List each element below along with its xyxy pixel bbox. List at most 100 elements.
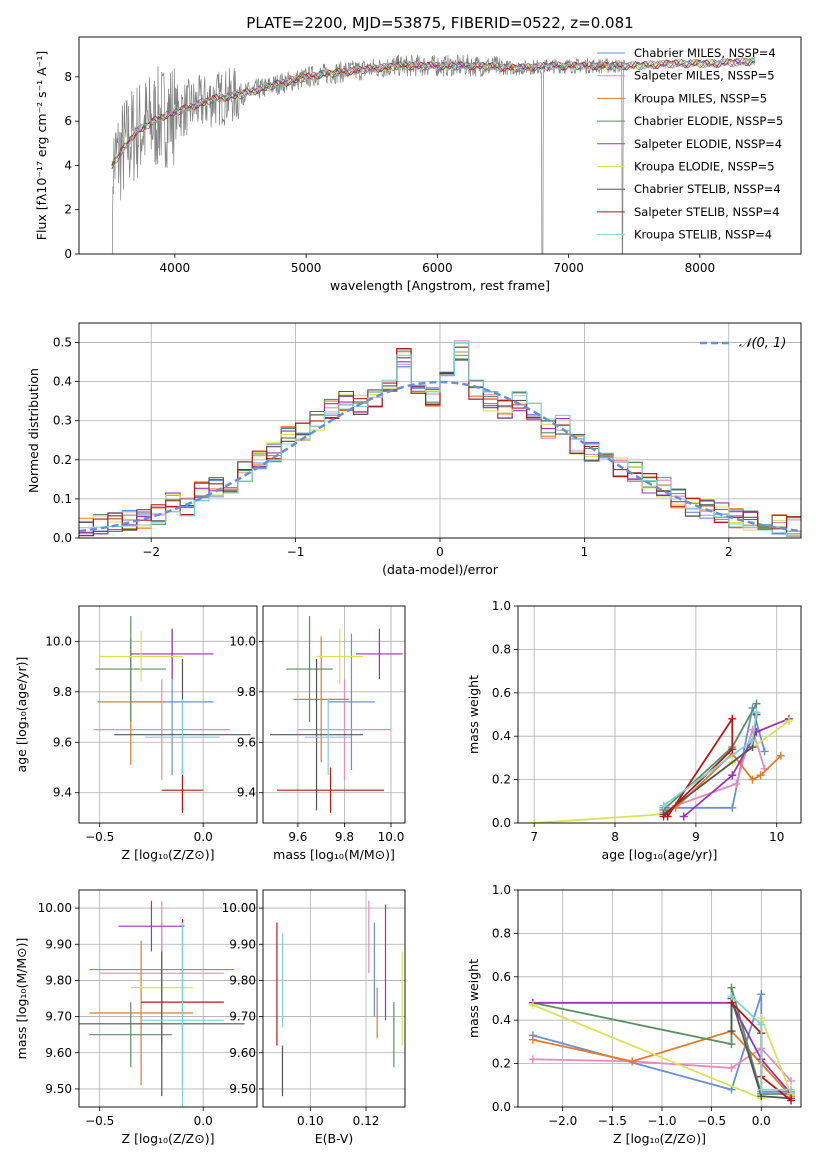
x-tick-label: −1.5 xyxy=(598,1114,627,1128)
model-spectrum-kroupa-elodie xyxy=(111,57,756,167)
x-tick-label: 4000 xyxy=(160,261,191,275)
data-point-marker xyxy=(756,771,765,780)
series-line-salpeter-elodie xyxy=(532,1001,792,1095)
legend-label: 𝒩(0, 1) xyxy=(739,336,786,351)
axes-frame xyxy=(517,889,802,1108)
y-tick-label: 10.00 xyxy=(38,901,72,915)
data-point-marker xyxy=(787,1085,796,1094)
data-point-marker xyxy=(663,812,672,821)
chart-mass-weight-vs-age: 7 8 9 10 0.0 0.2 0.4 0.6 0.8 1.0 age [log₁₀(age/yr… xyxy=(466,599,802,862)
y-tick-label: 4 xyxy=(64,158,72,172)
x-tick-label: 0.0 xyxy=(194,830,213,844)
chart-mass-vs-Z: −0.5 0.0 9.50 9.60 9.70 9.80 9.90 10.00 Z [log₁₀… xyxy=(14,889,258,1146)
chart-mass-vs-ebv: 0.10 0.12 9.50 9.60 9.70 9.80 9.90 10.00 E(B-V) xyxy=(222,889,406,1146)
y-tick-label: 9.80 xyxy=(45,973,72,987)
plot-inner xyxy=(79,900,245,1107)
axes-frame xyxy=(78,322,802,539)
series-line-chabrier-stelib xyxy=(730,998,792,1100)
data-point-marker xyxy=(727,1040,736,1049)
y-tick-label: 6 xyxy=(64,114,72,128)
x-tick-label: 0.12 xyxy=(353,1114,380,1128)
x-tick-label: −2 xyxy=(142,545,160,559)
data-point-marker xyxy=(727,1027,736,1036)
x-tick-label: 0 xyxy=(436,545,444,559)
legend-label: Salpeter MILES, NSSP=5 xyxy=(634,69,775,83)
y-axis-label: mass weight xyxy=(466,675,481,754)
y-tick-label: 9.50 xyxy=(229,1082,256,1096)
y-axis-label: Flux [fλ10⁻¹⁷ erg cm⁻² s⁻¹ A⁻¹] xyxy=(34,51,49,240)
plot-inner xyxy=(276,900,403,1097)
y-tick-label: 0.5 xyxy=(53,336,72,350)
x-tick-label: −0.5 xyxy=(85,1114,114,1128)
x-tick-label: 1 xyxy=(581,545,589,559)
legend-label: Chabrier MILES, NSSP=4 xyxy=(634,46,776,60)
x-axis-label: (data-model)/error xyxy=(382,562,499,577)
y-tick-label: 9.60 xyxy=(45,1046,72,1060)
y-tick-label: 0.6 xyxy=(492,686,511,700)
y-tick-label: 10.0 xyxy=(229,634,256,648)
data-point-marker xyxy=(748,736,757,745)
y-tick-label: 0.0 xyxy=(492,816,511,830)
x-axis-label: Z [log₁₀(Z/Z⊙)] xyxy=(122,847,215,862)
data-point-marker xyxy=(530,819,539,823)
y-tick-label: 9.50 xyxy=(45,1082,72,1096)
x-tick-label: 9 xyxy=(692,830,700,844)
axes-frame xyxy=(78,36,802,255)
y-tick-label: 9.90 xyxy=(45,937,72,951)
chart-mass-weight-vs-Z: −2.0 −1.5 −1.0 −0.5 0.0 0.0 0.2 0.4 0.6 0.8 1.0 Z [… xyxy=(466,883,802,1146)
chart-age-vs-mass: 9.6 9.8 10.0 9.4 9.6 9.8 10.0 mass [log₁₀(M/M⊙)… xyxy=(229,605,406,862)
data-point-marker xyxy=(787,1076,796,1085)
data-point-marker xyxy=(728,745,737,754)
y-tick-label: 0.3 xyxy=(53,414,72,428)
y-tick-label: 0.2 xyxy=(492,773,511,787)
data-point-marker xyxy=(757,1085,766,1094)
data-point-marker xyxy=(727,1063,736,1072)
plot-inner xyxy=(111,54,756,254)
plot-area xyxy=(518,889,801,1108)
y-tick-label: 9.60 xyxy=(229,1046,256,1060)
data-point-marker xyxy=(757,990,766,999)
data-point-marker xyxy=(679,812,688,821)
data-point-marker xyxy=(528,1055,537,1064)
y-tick-label: 10.0 xyxy=(45,634,72,648)
x-tick-label: 7000 xyxy=(553,261,584,275)
x-tick-label: −2.0 xyxy=(548,1114,577,1128)
data-point-marker xyxy=(728,803,737,812)
x-tick-label: −1 xyxy=(287,545,305,559)
y-tick-label: 9.4 xyxy=(237,786,256,800)
data-point-marker xyxy=(776,751,785,760)
y-axis-label: mass weight xyxy=(466,959,481,1038)
legend-label: Salpeter STELIB, NSSP=4 xyxy=(634,205,780,219)
data-point-marker xyxy=(784,717,793,726)
x-axis-label: Z [log₁₀(Z/Z⊙)] xyxy=(122,1131,215,1146)
y-tick-label: 9.8 xyxy=(53,685,72,699)
data-point-marker xyxy=(728,771,737,780)
plot-inner xyxy=(79,340,801,537)
legend-label: Chabrier STELIB, NSSP=4 xyxy=(634,182,781,196)
chart-residual-histogram: −2 −1 0 1 2 0.0 0.1 0.2 0.3 0.4 0.5 (data-model)/er… xyxy=(26,322,802,577)
data-point-marker xyxy=(748,775,757,784)
axes-frame xyxy=(78,889,258,1108)
x-tick-label: 6000 xyxy=(422,261,453,275)
data-point-marker xyxy=(752,708,761,717)
x-tick-label: −0.5 xyxy=(697,1114,726,1128)
y-tick-label: 0 xyxy=(64,247,72,261)
axes-frame xyxy=(517,605,802,824)
series-line-salpeter-stelib xyxy=(662,715,734,818)
data-point-marker xyxy=(787,1096,796,1105)
series-line-kroupa-stelib xyxy=(730,995,792,1091)
data-point-marker xyxy=(727,983,736,992)
x-tick-label: 10 xyxy=(769,830,784,844)
y-tick-label: 9.6 xyxy=(237,735,256,749)
x-tick-label: 8 xyxy=(611,830,619,844)
chart-spectrum: 4000 5000 6000 7000 8000 0 2 4 6 8 wavelength [Ang… xyxy=(34,36,802,293)
model-spectrum-kroupa-stelib xyxy=(111,57,756,162)
y-tick-label: 9.90 xyxy=(229,937,256,951)
y-tick-label: 9.4 xyxy=(53,786,72,800)
x-tick-label: 8000 xyxy=(685,261,716,275)
y-axis-label: age [log₁₀(age/yr)] xyxy=(14,657,29,773)
x-tick-label: 0.0 xyxy=(752,1114,771,1128)
plot-area xyxy=(79,890,257,1107)
data-point-marker xyxy=(760,747,769,756)
